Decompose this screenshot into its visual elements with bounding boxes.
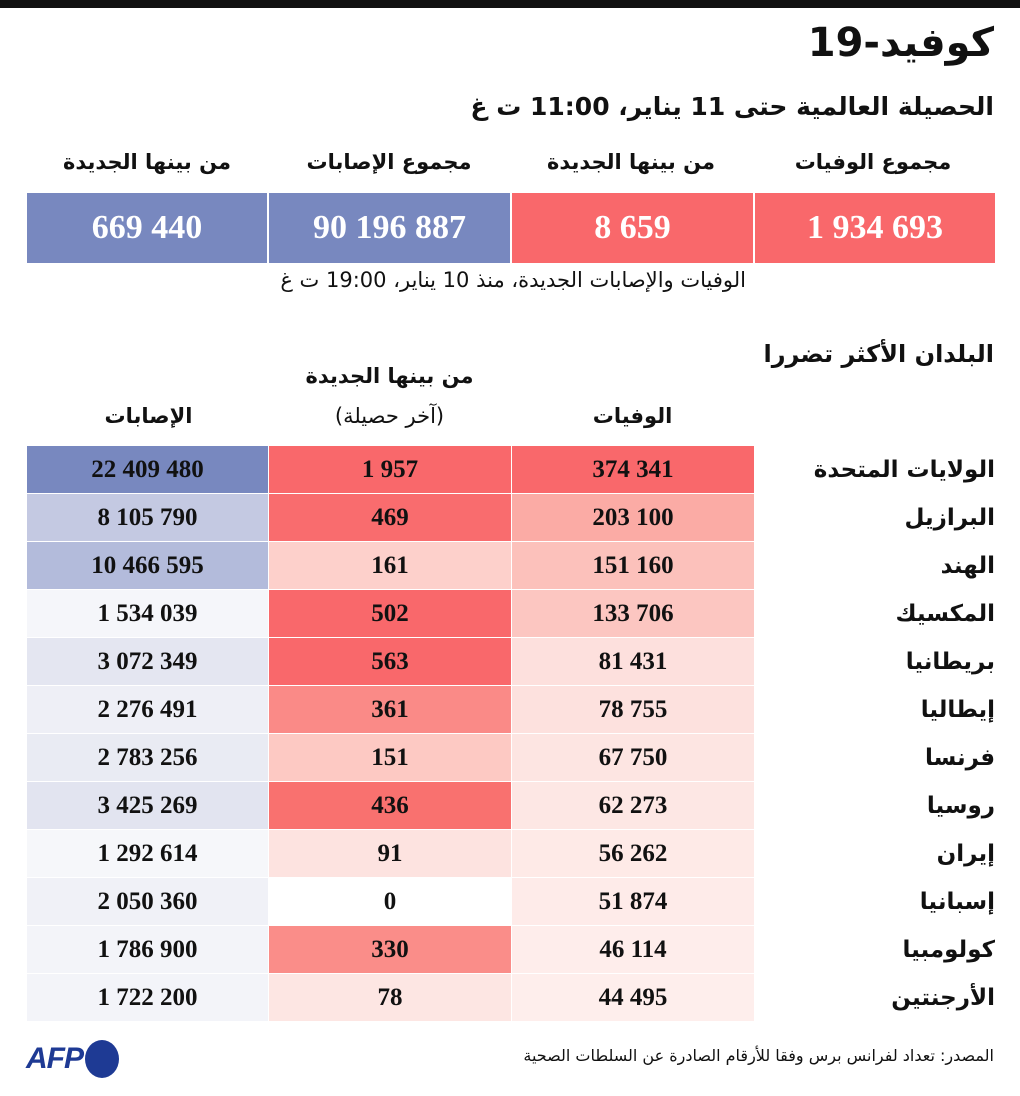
new-deaths-cell: 330 <box>268 926 511 973</box>
deaths-cell: 67 750 <box>511 734 754 781</box>
table-row: إيطاليا 78 755 361 2 276 491 <box>27 686 995 734</box>
new-deaths-cell: 91 <box>268 830 511 877</box>
source-note: المصدر: تعداد لفرانس برس وفقا للأرقام ال… <box>523 1046 994 1065</box>
new-deaths-cell: 151 <box>268 734 511 781</box>
col-new-deaths: من بينها الجديدة <box>305 364 474 388</box>
cases-cell: 22 409 480 <box>27 446 268 493</box>
new-deaths-cell: 502 <box>268 590 511 637</box>
total-cases-label: مجموع الإصابات <box>306 150 472 174</box>
table-row: بريطانيا 81 431 563 3 072 349 <box>27 638 995 686</box>
col-cases: الإصابات <box>104 404 193 428</box>
table-row: إسبانيا 51 874 0 2 050 360 <box>27 878 995 926</box>
new-deaths-cell: 0 <box>268 878 511 925</box>
deaths-cell: 374 341 <box>511 446 754 493</box>
table-row: كولومبيا 46 114 330 1 786 900 <box>27 926 995 974</box>
table-row: الولايات المتحدة 374 341 1 957 22 409 480 <box>27 446 995 494</box>
table-row: روسيا 62 273 436 3 425 269 <box>27 782 995 830</box>
cases-cell: 2 276 491 <box>27 686 268 733</box>
new-cases-value: 669 440 <box>27 193 267 263</box>
cases-cell: 1 722 200 <box>27 974 268 1021</box>
country-name: المكسيك <box>895 601 995 627</box>
table-row: البرازيل 203 100 469 8 105 790 <box>27 494 995 542</box>
table-row: الأرجنتين 44 495 78 1 722 200 <box>27 974 995 1022</box>
top-bar <box>0 0 1020 8</box>
deaths-cell: 78 755 <box>511 686 754 733</box>
table-row: إيران 56 262 91 1 292 614 <box>27 830 995 878</box>
new-deaths-cell: 469 <box>268 494 511 541</box>
cases-cell: 3 425 269 <box>27 782 268 829</box>
cases-cell: 1 534 039 <box>27 590 268 637</box>
country-name: الهند <box>940 553 995 579</box>
afp-logo: AFP <box>26 1040 119 1078</box>
country-name: بريطانيا <box>905 649 995 675</box>
cases-cell: 2 050 360 <box>27 878 268 925</box>
table-row: فرنسا 67 750 151 2 783 256 <box>27 734 995 782</box>
new-deaths-cell: 1 957 <box>268 446 511 493</box>
total-cases-value: 90 196 887 <box>269 193 510 263</box>
page-subtitle: الحصيلة العالمية حتى 11 يناير، 11:00 ت غ <box>470 92 994 121</box>
new-deaths-cell: 563 <box>268 638 511 685</box>
table-title: البلدان الأكثر تضررا <box>763 340 994 368</box>
new-deaths-cell: 436 <box>268 782 511 829</box>
country-name: البرازيل <box>904 505 995 531</box>
cases-cell: 3 072 349 <box>27 638 268 685</box>
col-deaths: الوفيات <box>592 404 673 428</box>
deaths-cell: 44 495 <box>511 974 754 1021</box>
country-name: إسبانيا <box>919 889 995 915</box>
country-name: كولومبيا <box>902 937 995 963</box>
deaths-cell: 133 706 <box>511 590 754 637</box>
cases-cell: 2 783 256 <box>27 734 268 781</box>
country-name: الأرجنتين <box>891 985 995 1011</box>
new-deaths-value: 8 659 <box>512 193 753 263</box>
col-new-deaths-sub: (آخر حصيلة) <box>334 404 445 428</box>
new-deaths-label: من بينها الجديدة <box>546 150 716 174</box>
cases-cell: 1 786 900 <box>27 926 268 973</box>
deaths-cell: 56 262 <box>511 830 754 877</box>
new-deaths-cell: 78 <box>268 974 511 1021</box>
table-row: المكسيك 133 706 502 1 534 039 <box>27 590 995 638</box>
total-deaths-label: مجموع الوفيات <box>794 150 952 174</box>
country-name: إيطاليا <box>920 697 995 723</box>
cases-cell: 1 292 614 <box>27 830 268 877</box>
deaths-cell: 81 431 <box>511 638 754 685</box>
country-name: الولايات المتحدة <box>813 457 995 483</box>
page-title: كوفيد-19 <box>807 20 994 66</box>
new-deaths-cell: 161 <box>268 542 511 589</box>
total-deaths-value: 1 934 693 <box>755 193 995 263</box>
deaths-cell: 151 160 <box>511 542 754 589</box>
table-row: الهند 151 160 161 10 466 595 <box>27 542 995 590</box>
country-name: إيران <box>936 841 995 867</box>
deaths-cell: 46 114 <box>511 926 754 973</box>
deaths-cell: 51 874 <box>511 878 754 925</box>
cases-cell: 10 466 595 <box>27 542 268 589</box>
cases-cell: 8 105 790 <box>27 494 268 541</box>
country-name: فرنسا <box>924 745 995 771</box>
deaths-cell: 62 273 <box>511 782 754 829</box>
totals-note: الوفيات والإصابات الجديدة، منذ 10 يناير،… <box>280 268 746 292</box>
new-deaths-cell: 361 <box>268 686 511 733</box>
deaths-cell: 203 100 <box>511 494 754 541</box>
new-cases-label: من بينها الجديدة <box>62 150 232 174</box>
country-name: روسيا <box>926 793 995 819</box>
